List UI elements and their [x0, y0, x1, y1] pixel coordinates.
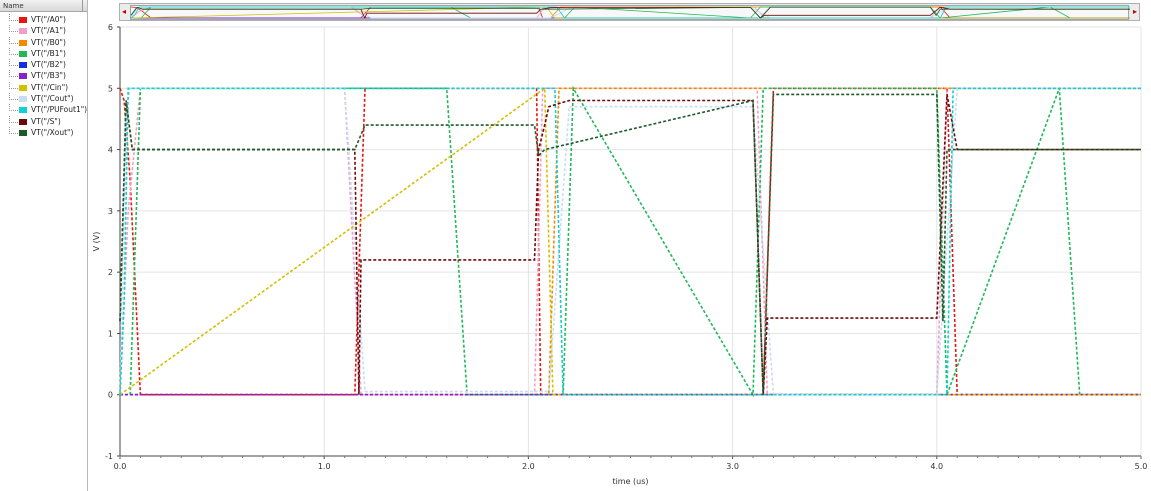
- overview-series-line: [131, 6, 1130, 19]
- tree-branch-line: [9, 36, 18, 44]
- legend-item[interactable]: VT("/S"): [0, 115, 88, 127]
- legend-item[interactable]: VT("/PUFout1"): [0, 104, 88, 115]
- column-resize-handle[interactable]: [82, 0, 87, 12]
- series-line: [119, 86, 1141, 396]
- legend-header: Name: [0, 0, 87, 12]
- legend-item[interactable]: VT("/B0"): [0, 36, 88, 48]
- overview-mini-trace: [131, 6, 1130, 19]
- legend-item[interactable]: VT("/A1"): [0, 25, 88, 36]
- tree-branch-line: [9, 59, 18, 67]
- legend-item[interactable]: VT("/B2"): [0, 59, 88, 70]
- overview-window[interactable]: [130, 5, 1130, 20]
- x-axis-title: time (us): [612, 477, 648, 486]
- legend-item[interactable]: VT("/A0"): [0, 14, 88, 25]
- tree-branch-line: [9, 14, 18, 21]
- y-tick-label: -1: [105, 452, 113, 461]
- y-tick-label: 5: [108, 84, 113, 93]
- series-line: [119, 87, 1141, 396]
- legend-item[interactable]: VT("/B1"): [0, 47, 88, 59]
- legend-swatch: [19, 118, 27, 125]
- legend-label: VT("/A1"): [31, 26, 66, 36]
- x-tick-label: 4.0: [930, 462, 943, 471]
- overview-strip[interactable]: ◂ ▸: [119, 3, 1140, 21]
- series-line: [119, 93, 1141, 395]
- tree-branch-line: [9, 115, 18, 123]
- legend-panel: Name VT("/A0") VT("/A1") VT("/B0") VT("/B1"…: [0, 0, 88, 491]
- y-tick-label: 2: [108, 268, 113, 277]
- legend-swatch: [19, 39, 27, 46]
- tree-branch-line: [9, 93, 18, 101]
- legend-label: VT("/B2"): [31, 60, 66, 70]
- series-line: [119, 94, 1141, 395]
- x-tick-label: 0.0: [114, 462, 127, 471]
- legend-swatch: [19, 62, 27, 69]
- tree-branch-line: [9, 81, 18, 89]
- tree-branch-line: [9, 126, 18, 134]
- tree-branch-line: [9, 47, 18, 55]
- legend-swatch: [19, 107, 27, 114]
- legend-label: VT("/Xout"): [31, 127, 74, 137]
- legend-label: VT("/B3"): [31, 71, 66, 81]
- series-line: [120, 87, 1141, 396]
- legend-label: VT("/Cin"): [31, 82, 69, 92]
- x-tick-label: 1.0: [318, 462, 331, 471]
- legend-label: VT("/B1"): [31, 48, 66, 58]
- legend-item[interactable]: VT("/B3"): [0, 70, 88, 81]
- legend-item[interactable]: VT("/Cin"): [0, 81, 88, 93]
- legend-label: VT("/A0"): [31, 15, 66, 24]
- waveform-chart[interactable]: -1 0 1 2 3 4 5 6 0.0 1.0 2.0 3.0 4.0 5.0 time (us) V (V…: [89, 0, 1151, 491]
- tree-branch-line: [9, 104, 18, 112]
- legend-label: VT("/PUFout1"): [31, 105, 88, 115]
- series-line: [119, 87, 1141, 396]
- y-tick-label: 0: [108, 391, 113, 400]
- y-axis-title: V (V): [92, 232, 101, 252]
- legend-swatch: [19, 50, 27, 57]
- waveform-plot-area: -1 0 1 2 3 4 5 6 0.0 1.0 2.0 3.0 4.0 5.0 time (us) V (V…: [89, 0, 1151, 491]
- legend-tree: VT("/A0") VT("/A1") VT("/B0") VT("/B1") VT("…: [0, 14, 88, 138]
- legend-swatch: [19, 129, 27, 136]
- legend-item[interactable]: VT("/Xout"): [0, 126, 88, 138]
- legend-swatch: [19, 17, 27, 23]
- legend-label: VT("/B0"): [31, 37, 66, 47]
- y-tick-label: 6: [108, 23, 113, 32]
- legend-header-label: Name: [3, 2, 24, 10]
- legend-swatch: [19, 96, 27, 103]
- tree-branch-line: [9, 70, 18, 78]
- scroll-left-arrow-icon[interactable]: ◂: [121, 7, 126, 16]
- series-line: [120, 85, 1141, 398]
- x-tick-label: 2.0: [522, 462, 535, 471]
- legend-swatch: [19, 28, 27, 35]
- scroll-right-arrow-icon[interactable]: ▸: [1132, 7, 1137, 16]
- legend-swatch: [19, 84, 27, 91]
- legend-label: VT("/Cout"): [31, 94, 74, 104]
- overview-series-line: [131, 6, 1130, 19]
- y-tick-label: 3: [108, 207, 113, 216]
- y-tick-label: 1: [108, 329, 113, 338]
- series-line: [119, 87, 1141, 396]
- x-tick-label: 5.0: [1135, 462, 1148, 471]
- legend-label: VT("/S"): [31, 116, 61, 126]
- legend-item[interactable]: VT("/Cout"): [0, 93, 88, 104]
- y-tick-label: 4: [108, 146, 113, 155]
- series-line: [119, 87, 1141, 396]
- x-tick-label: 3.0: [726, 462, 739, 471]
- legend-swatch: [19, 73, 27, 80]
- tree-branch-line: [9, 25, 18, 33]
